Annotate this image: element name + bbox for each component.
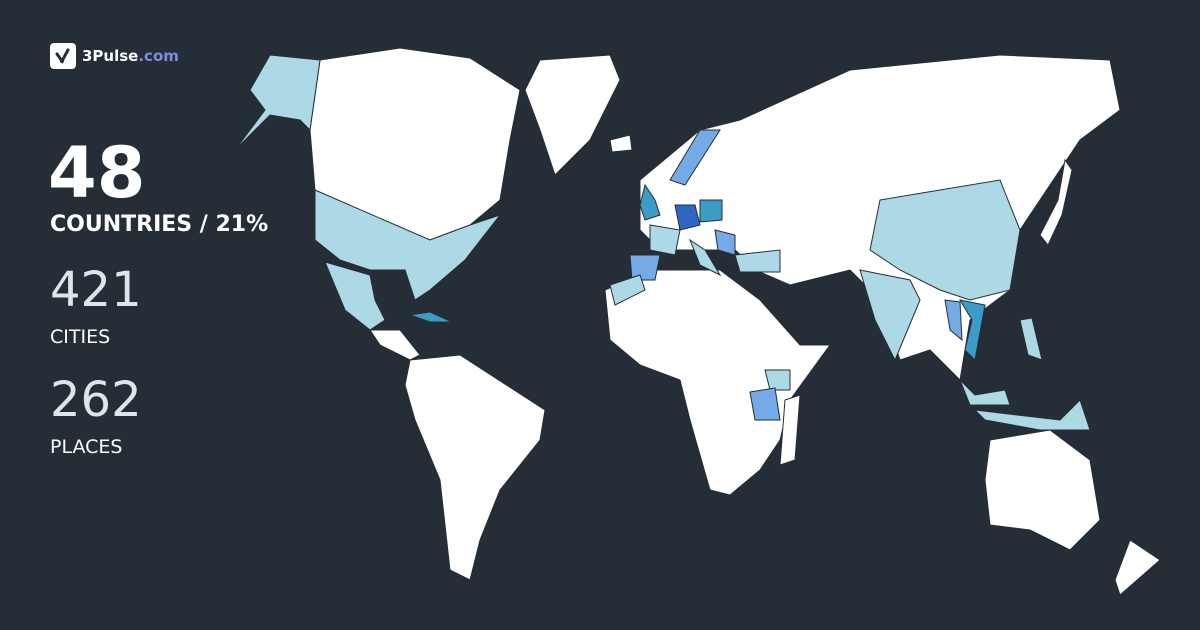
land-africa xyxy=(604,269,831,496)
brand-name: 3Pulse.com xyxy=(82,47,179,65)
checkmark-pulse-icon xyxy=(50,43,76,69)
country-malaysia xyxy=(959,379,1011,406)
country-indonesia xyxy=(973,399,1091,431)
country-norway xyxy=(669,129,721,186)
country-thailand xyxy=(944,299,963,342)
land-central-america xyxy=(369,329,421,361)
brand-name-text: 3Pulse xyxy=(82,47,139,65)
cities-count: 421 xyxy=(50,262,142,318)
countries-label: COUNTRIES / 21% xyxy=(50,212,269,237)
country-turkey xyxy=(734,249,781,273)
country-morocco xyxy=(609,274,646,306)
land-australia xyxy=(984,429,1101,551)
country-philippines xyxy=(1019,317,1043,361)
country-united-kingdom xyxy=(639,183,661,221)
places-count: 262 xyxy=(50,372,142,428)
land-canada xyxy=(309,47,521,241)
country-cuba xyxy=(409,311,453,323)
places-label: PLACES xyxy=(50,436,123,458)
country-china xyxy=(869,179,1021,301)
country-alaska-usa- xyxy=(234,54,321,151)
country-germany xyxy=(674,204,701,231)
land-madagascar xyxy=(779,394,801,466)
country-united-states xyxy=(314,189,502,301)
country-mexico xyxy=(324,261,386,331)
country-poland xyxy=(699,199,723,223)
country-tanzania xyxy=(749,387,781,421)
cities-label: CITIES xyxy=(50,326,111,348)
country-vietnam xyxy=(958,299,986,362)
brand-domain: .com xyxy=(138,47,179,65)
country-kenya xyxy=(764,369,791,391)
land-iceland xyxy=(609,134,633,153)
land-south-america xyxy=(404,354,546,581)
country-spain xyxy=(629,254,661,281)
land-new-zealand xyxy=(1114,539,1161,596)
brand-logo[interactable]: 3Pulse.com xyxy=(50,43,179,69)
country-balkans xyxy=(714,229,736,256)
country-france xyxy=(649,224,681,256)
countries-count: 48 xyxy=(48,132,146,214)
land-japan xyxy=(1039,158,1073,246)
land-greenland xyxy=(524,54,621,176)
country-india xyxy=(859,269,921,362)
country-italy xyxy=(688,238,722,277)
